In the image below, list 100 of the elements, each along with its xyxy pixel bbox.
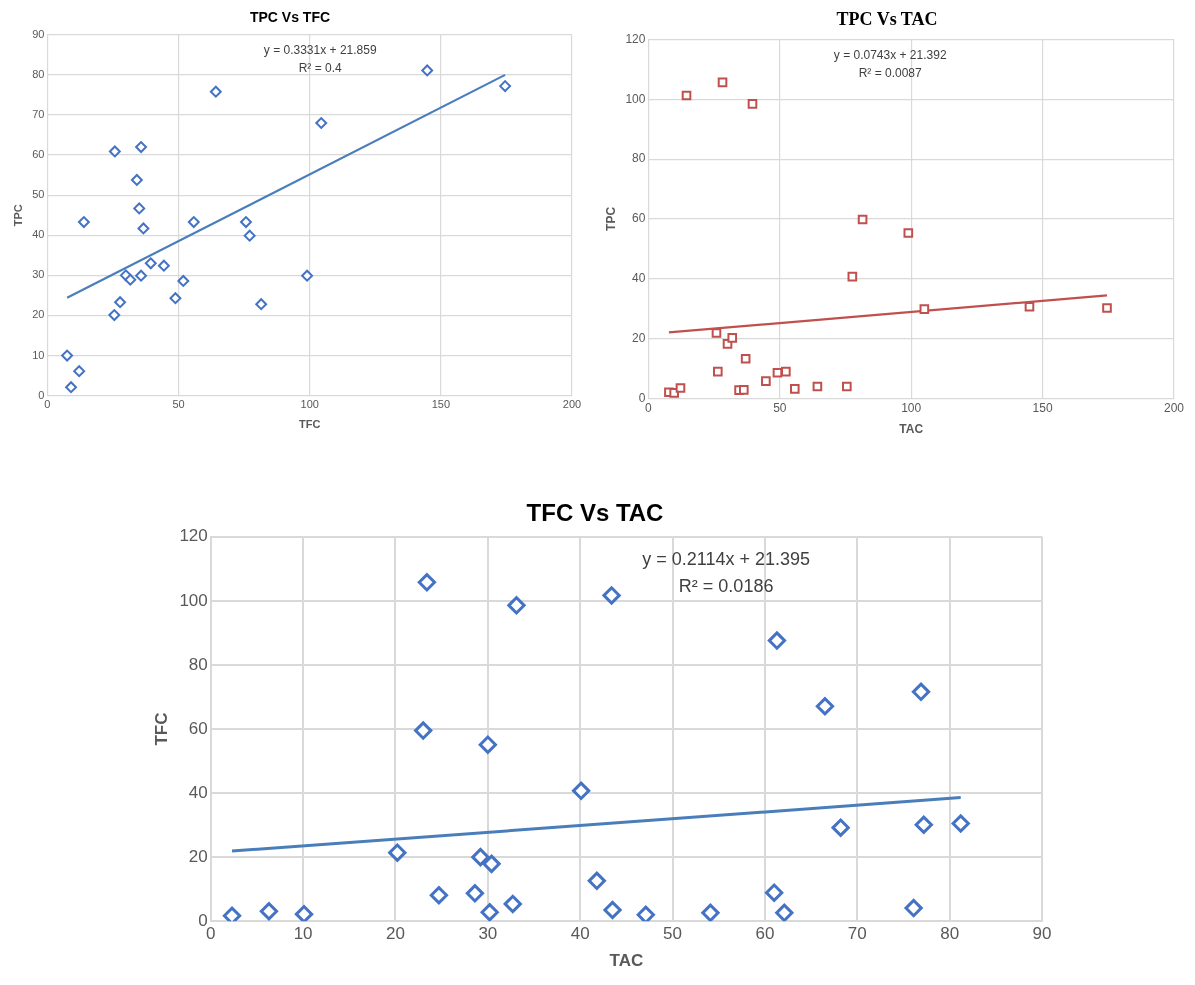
point [187,216,200,228]
point [781,366,791,377]
point [243,229,256,242]
point [209,85,222,98]
point [471,847,490,867]
point [77,216,90,228]
annotation: y = 0.0743x + 21.392 [833,47,947,62]
y-tick-label: 80 [32,67,45,80]
x-tick-label: 50 [663,924,683,944]
x-axis-title: TAC [899,422,924,437]
y-tick-label: 120 [179,526,208,546]
point [842,381,852,392]
point [587,871,606,890]
point [388,843,407,862]
x-tick-label: 200 [562,398,582,411]
point [465,884,485,903]
x-tick-label: 150 [1032,400,1053,415]
y-axis-title: TFC [151,712,171,746]
annotation: R² = 0.4 [298,60,343,75]
point [169,292,182,305]
point [1102,303,1112,313]
y-tick-label: 60 [632,211,646,226]
point [951,814,970,833]
x-axis-title: TAC [609,951,644,971]
point [701,903,720,922]
point [114,296,127,309]
point [108,145,121,158]
x-tick-label: 30 [478,924,498,944]
point [717,77,728,88]
y-axis-title: TPC [11,204,24,227]
point [133,202,146,215]
y-tick-label: 60 [32,148,45,161]
y-tick-label: 100 [625,91,646,106]
y-tick-label: 40 [32,228,45,241]
x-tick-label: 20 [386,924,405,944]
point [499,80,512,93]
point [503,894,522,914]
y-tick-label: 40 [188,782,208,802]
point [417,573,437,592]
point [108,309,121,321]
x-tick-label: 40 [570,924,590,944]
point [482,854,501,874]
x-tick-label: 50 [773,400,787,415]
y-tick-label: 70 [32,108,45,121]
point [478,735,497,754]
point [301,269,314,282]
point [602,586,621,605]
point [711,328,722,338]
point [1024,301,1035,312]
point [429,886,449,905]
y-tick-label: 20 [632,330,646,345]
point [255,298,268,311]
point [571,781,591,800]
point [903,228,914,238]
point [712,366,723,377]
point [157,259,170,272]
y-tick-label: 20 [32,308,45,321]
chart-title: TFC Vs TAC [526,499,664,527]
point [636,905,655,922]
point [919,304,930,314]
point [65,381,77,394]
point [135,269,148,282]
y-axis-title: TPC [603,206,618,231]
chart-title: TPC Vs TAC [836,9,938,30]
y-tick-label: 10 [32,348,45,361]
point [130,173,143,186]
x-tick-label: 100 [300,398,319,411]
point [294,905,314,922]
point [222,906,242,922]
point [137,222,150,235]
x-axis-title: TFC [299,418,321,431]
point [675,383,686,393]
point [144,257,157,270]
annotation: R² = 0.0186 [678,576,774,597]
y-tick-label: 100 [179,590,208,610]
point [857,214,868,225]
point [761,376,771,386]
x-tick-label: 70 [847,924,867,944]
y-tick-label: 80 [632,151,646,166]
point [847,271,858,282]
point [480,903,499,922]
point [681,90,692,101]
point [315,117,328,129]
point [507,596,526,615]
y-tick-label: 80 [188,654,208,674]
x-tick-label: 200 [1163,400,1185,415]
x-tick-label: 80 [940,924,960,944]
point [904,898,923,918]
x-tick-label: 10 [293,924,313,944]
point [789,384,800,394]
annotation: y = 0.3331x + 21.859 [263,42,377,57]
x-tick-label: 150 [431,398,451,411]
point [831,818,850,837]
y-tick-label: 50 [32,188,45,201]
x-tick-label: 60 [755,924,775,944]
point [914,815,933,834]
point [765,883,784,902]
point [815,697,835,716]
point [259,902,279,921]
point [124,273,137,286]
